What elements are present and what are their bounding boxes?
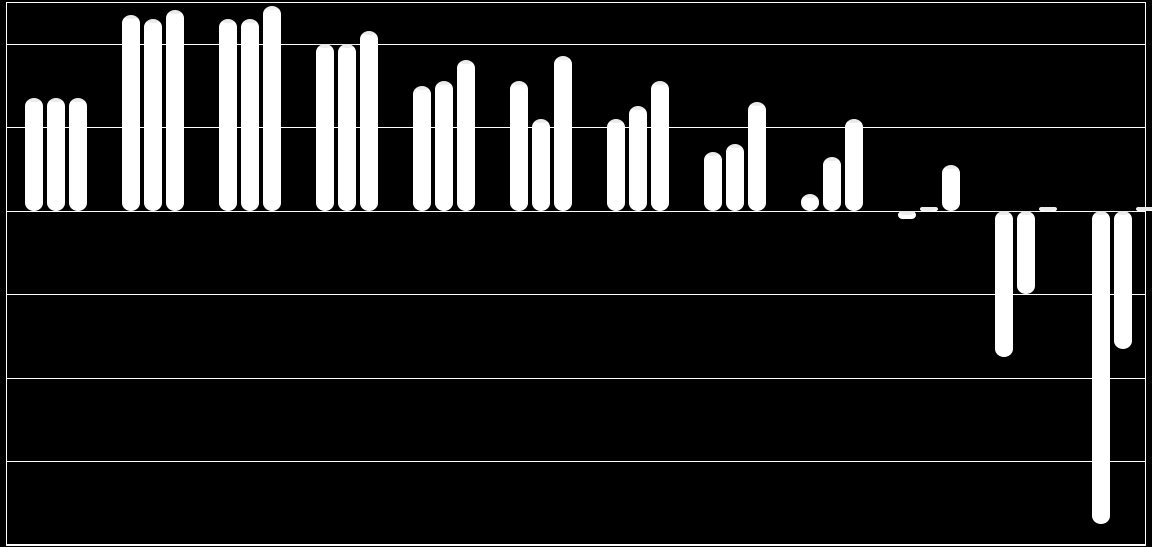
bar xyxy=(316,44,334,211)
bar xyxy=(435,81,453,210)
bar xyxy=(25,98,43,211)
bar xyxy=(144,19,162,211)
bar xyxy=(920,207,938,211)
bar xyxy=(651,81,669,210)
bar xyxy=(629,106,647,210)
bar xyxy=(1039,207,1057,211)
bar xyxy=(122,15,140,211)
bar xyxy=(1092,211,1110,524)
bar xyxy=(801,194,819,211)
bar xyxy=(360,31,378,211)
bar xyxy=(1136,207,1152,211)
bar xyxy=(995,211,1013,357)
bar xyxy=(942,165,960,211)
gridline xyxy=(6,294,1146,295)
bar xyxy=(845,119,863,211)
bar-chart xyxy=(0,0,1152,547)
bar xyxy=(704,152,722,210)
bar xyxy=(1017,211,1035,295)
bar xyxy=(1114,211,1132,349)
bar xyxy=(510,81,528,210)
bar xyxy=(898,211,916,219)
gridline xyxy=(6,461,1146,462)
bar xyxy=(338,44,356,211)
bar xyxy=(457,60,475,210)
bar xyxy=(166,10,184,210)
bar xyxy=(726,144,744,211)
bar xyxy=(47,98,65,211)
bar xyxy=(413,86,431,211)
gridline xyxy=(6,545,1146,546)
bar xyxy=(748,102,766,211)
bar xyxy=(554,56,572,211)
bar xyxy=(263,6,281,211)
bar xyxy=(219,19,237,211)
bar xyxy=(607,119,625,211)
bar xyxy=(532,119,550,211)
bar xyxy=(241,19,259,211)
gridline xyxy=(6,378,1146,379)
bar xyxy=(823,157,841,211)
gridline xyxy=(6,211,1146,212)
bar xyxy=(69,98,87,211)
